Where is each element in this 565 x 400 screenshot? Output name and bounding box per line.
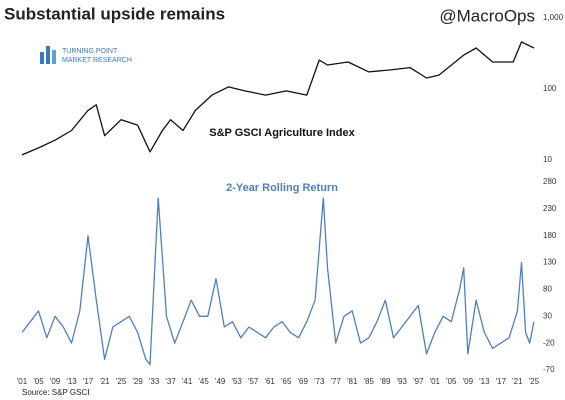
x-tick-label: '77	[331, 377, 342, 386]
x-tick-label: '85	[364, 377, 375, 386]
handle: @MacroOps	[439, 6, 535, 25]
y-tick-label: 80	[543, 285, 552, 294]
source: Source: S&P GSCI	[22, 388, 89, 397]
x-tick-label: '65	[281, 377, 292, 386]
y-tick-label: 100	[543, 84, 557, 93]
x-tick-label: '13	[479, 377, 490, 386]
page-title: Substantial upside remains	[4, 4, 225, 23]
x-tick-label: '61	[264, 377, 275, 386]
y-tick-label: 180	[543, 231, 557, 240]
y-tick-label: 1,000	[543, 13, 564, 22]
x-tick-label: '73	[314, 377, 325, 386]
x-tick-label: '57	[248, 377, 259, 386]
x-tick-label: '05	[446, 377, 457, 386]
y-tick-label: -70	[543, 365, 555, 374]
x-tick-label: '25	[529, 377, 540, 386]
y-tick-label: 10	[543, 155, 552, 164]
x-tick-label: '81	[347, 377, 358, 386]
x-tick-label: '17	[83, 377, 94, 386]
y-tick-label: -20	[543, 338, 555, 347]
panel-title: S&P GSCI Agriculture Index	[209, 127, 355, 139]
x-tick-label: '53	[231, 377, 242, 386]
x-tick-label: '09	[463, 377, 474, 386]
x-tick-label: '45	[198, 377, 209, 386]
logo-line2: MARKET RESEARCH	[62, 57, 132, 64]
y-tick-label: 280	[543, 177, 557, 186]
data-line	[21, 197, 535, 366]
x-tick-label: '33	[149, 377, 160, 386]
y-tick-label: 130	[543, 258, 557, 267]
x-tick-label: '13	[66, 377, 77, 386]
data-line	[21, 41, 535, 156]
x-tick-label: '41	[182, 377, 193, 386]
x-tick-label: '93	[397, 377, 408, 386]
x-tick-label: '89	[380, 377, 391, 386]
x-tick-label: '25	[116, 377, 127, 386]
x-tick-label: '37	[165, 377, 176, 386]
x-tick-label: '17	[496, 377, 507, 386]
panel-title: 2-Year Rolling Return	[226, 182, 338, 194]
x-tick-label: '09	[50, 377, 61, 386]
logo-line1: TURNING POINT	[62, 48, 118, 55]
x-tick-label: '21	[99, 377, 110, 386]
y-tick-label: 230	[543, 204, 557, 213]
x-tick-label: '49	[215, 377, 226, 386]
logo-icon	[40, 46, 56, 64]
x-tick-label: '01	[430, 377, 441, 386]
y-tick-label: 30	[543, 311, 552, 320]
x-tick-label: '05	[33, 377, 44, 386]
x-tick-label: '97	[413, 377, 424, 386]
x-tick-label: '01	[17, 377, 28, 386]
x-tick-label: '21	[512, 377, 523, 386]
x-tick-label: '69	[297, 377, 308, 386]
x-tick-label: '29	[132, 377, 143, 386]
